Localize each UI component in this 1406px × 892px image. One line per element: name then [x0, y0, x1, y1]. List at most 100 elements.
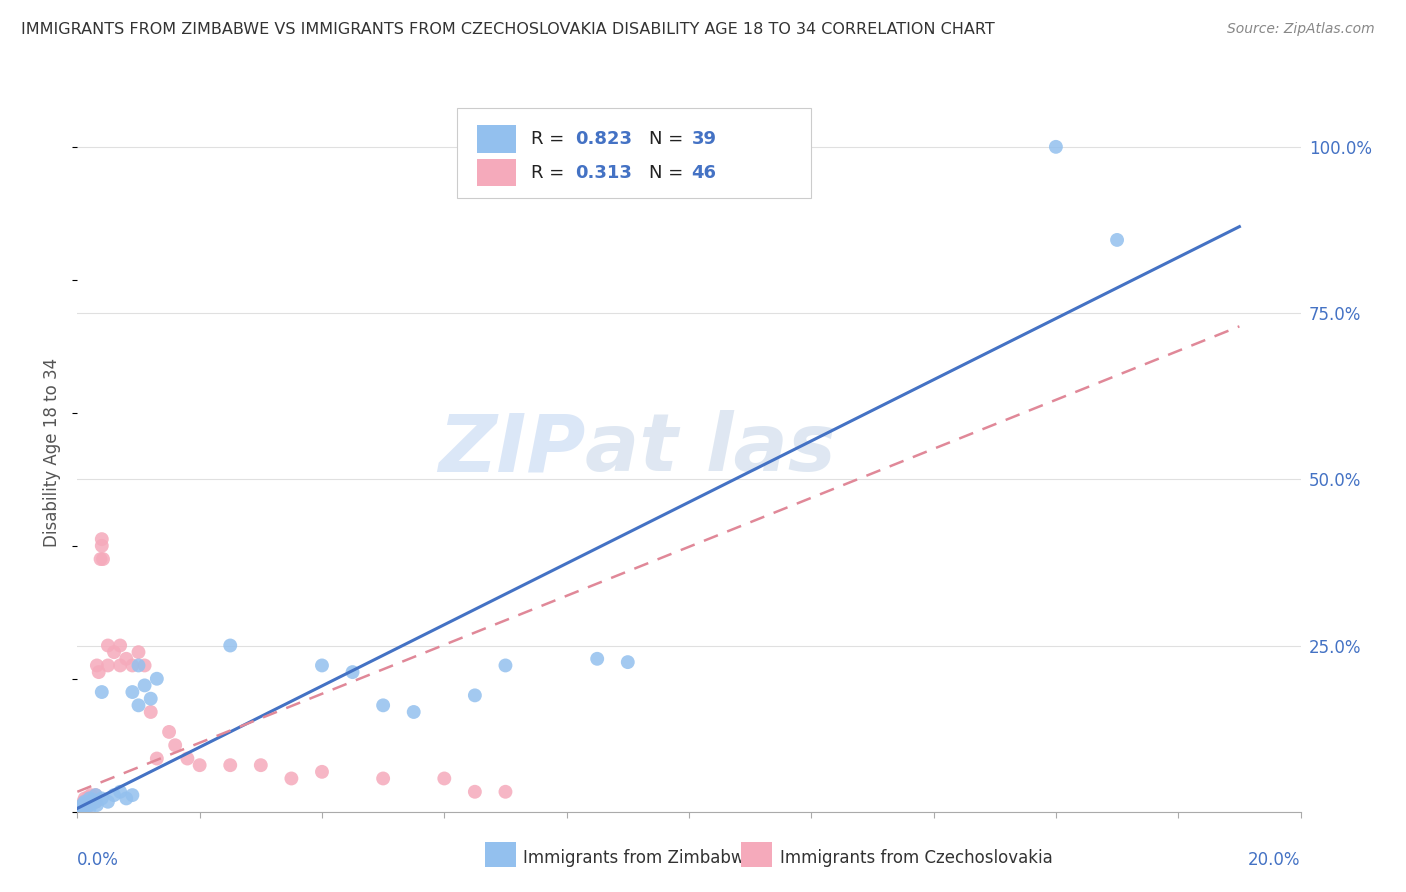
Point: [69, 801, 91, 815]
Text: 46: 46: [692, 163, 717, 182]
Text: IMMIGRANTS FROM ZIMBABWE VS IMMIGRANTS FROM CZECHOSLOVAKIA DISABILITY AGE 18 TO : IMMIGRANTS FROM ZIMBABWE VS IMMIGRANTS F…: [21, 22, 995, 37]
Point: [188, 758, 211, 772]
Point: [76, 799, 98, 814]
Point: [115, 652, 138, 666]
Point: [79, 795, 101, 809]
Point: [280, 772, 302, 786]
Point: [464, 689, 486, 703]
Point: [371, 698, 394, 713]
Point: [495, 785, 517, 799]
Point: [72, 801, 94, 815]
Text: 39: 39: [692, 130, 717, 148]
Point: [77, 790, 100, 805]
Point: [103, 788, 125, 802]
Point: [80, 788, 103, 802]
Point: [79, 801, 101, 815]
Text: Immigrants from Zimbabwe: Immigrants from Zimbabwe: [523, 849, 755, 867]
Text: at las: at las: [585, 410, 835, 488]
FancyBboxPatch shape: [457, 108, 811, 198]
Text: R =: R =: [531, 130, 571, 148]
Point: [342, 665, 364, 679]
Text: N =: N =: [648, 163, 689, 182]
Point: [1045, 140, 1067, 154]
Point: [311, 658, 333, 673]
Point: [76, 801, 98, 815]
Text: Immigrants from Czechoslovakia: Immigrants from Czechoslovakia: [780, 849, 1053, 867]
Point: [97, 639, 120, 653]
Point: [165, 738, 187, 752]
Point: [97, 795, 120, 809]
Point: [82, 791, 104, 805]
Point: [79, 791, 101, 805]
Point: [127, 645, 149, 659]
Point: [103, 645, 125, 659]
Point: [84, 795, 107, 809]
Point: [121, 685, 143, 699]
Point: [90, 685, 112, 699]
Point: [80, 797, 103, 811]
Point: [86, 798, 108, 813]
Point: [127, 698, 149, 713]
Text: ZIP: ZIP: [437, 410, 585, 488]
Text: 0.313: 0.313: [575, 163, 633, 182]
Text: Source: ZipAtlas.com: Source: ZipAtlas.com: [1227, 22, 1375, 37]
Point: [77, 798, 100, 813]
Point: [75, 798, 97, 813]
Point: [464, 785, 486, 799]
Point: [219, 758, 242, 772]
Point: [176, 751, 198, 765]
Point: [72, 801, 94, 815]
Point: [311, 764, 333, 779]
Point: [371, 772, 394, 786]
Point: [72, 797, 94, 811]
Text: 20.0%: 20.0%: [1249, 851, 1301, 869]
Point: [1107, 233, 1129, 247]
Point: [108, 658, 131, 673]
Point: [70, 803, 93, 817]
Text: 0.0%: 0.0%: [77, 851, 120, 869]
Point: [495, 658, 517, 673]
Point: [82, 793, 104, 807]
Point: [86, 658, 108, 673]
Point: [134, 678, 156, 692]
Point: [69, 799, 91, 814]
Point: [76, 797, 98, 811]
Point: [157, 725, 180, 739]
Point: [108, 785, 131, 799]
Point: [90, 552, 112, 566]
Y-axis label: Disability Age 18 to 34: Disability Age 18 to 34: [44, 358, 62, 548]
Point: [90, 532, 112, 546]
FancyBboxPatch shape: [477, 159, 516, 186]
Point: [617, 655, 640, 669]
Point: [91, 552, 114, 566]
Point: [84, 788, 107, 802]
Point: [84, 788, 107, 802]
Point: [146, 672, 169, 686]
Point: [250, 758, 273, 772]
Point: [127, 658, 149, 673]
Point: [67, 801, 90, 815]
Point: [90, 539, 112, 553]
FancyBboxPatch shape: [477, 125, 516, 153]
Point: [87, 665, 110, 679]
Point: [433, 772, 456, 786]
Text: 0.823: 0.823: [575, 130, 633, 148]
Point: [139, 691, 162, 706]
Text: R =: R =: [531, 163, 571, 182]
Point: [72, 795, 94, 809]
Point: [90, 791, 112, 805]
Point: [79, 791, 101, 805]
Point: [72, 798, 94, 813]
Point: [73, 791, 96, 805]
Text: N =: N =: [648, 130, 689, 148]
Point: [70, 803, 93, 817]
Point: [115, 791, 138, 805]
Point: [70, 799, 93, 814]
Point: [219, 639, 242, 653]
Point: [84, 795, 107, 809]
Point: [146, 751, 169, 765]
Point: [97, 658, 120, 673]
Point: [73, 795, 96, 809]
Point: [121, 788, 143, 802]
Point: [586, 652, 609, 666]
